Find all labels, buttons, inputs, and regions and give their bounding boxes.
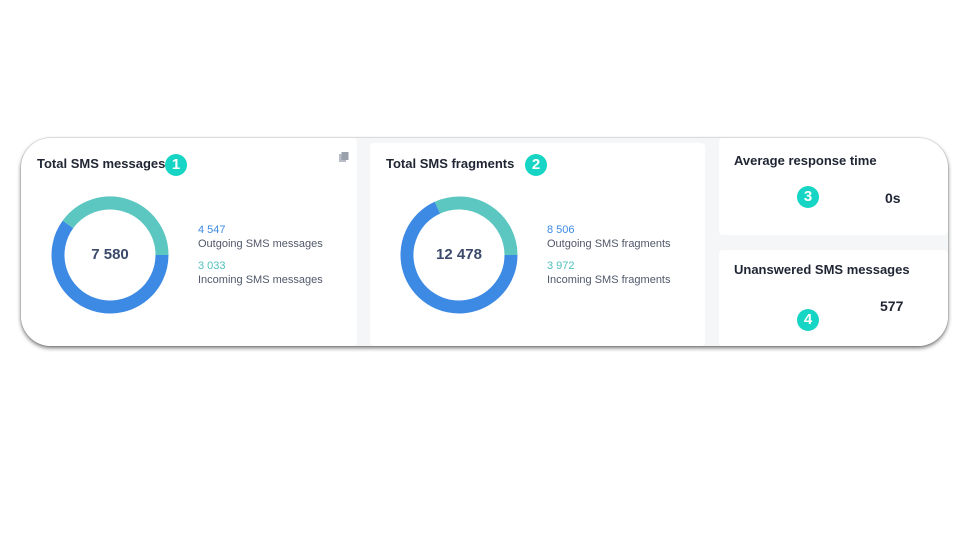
callout-badge-4: 4 — [797, 309, 819, 331]
outgoing-label: Outgoing SMS messages — [198, 238, 323, 250]
donut-total: 7 580 — [91, 246, 129, 263]
card-title: Unanswered SMS messages — [734, 262, 910, 277]
donut-svg — [51, 196, 169, 314]
outgoing-segment — [51, 220, 169, 314]
total-sms-messages-card: Total SMS messages 1 7 580 4 547 Outgoin… — [21, 138, 357, 346]
callout-badge-2: 2 — [525, 154, 547, 176]
card-title: Total SMS messages — [37, 156, 166, 171]
card-title: Average response time — [734, 153, 877, 168]
incoming-label: Incoming SMS fragments — [547, 274, 671, 286]
donut-svg — [400, 196, 518, 314]
incoming-value: 3 033 — [198, 260, 226, 272]
outgoing-value: 4 547 — [198, 224, 226, 236]
donut-total: 12 478 — [436, 246, 482, 263]
legend: 4 547 Outgoing SMS messages 3 033 Incomi… — [198, 223, 348, 295]
messages-donut-chart: 7 580 — [50, 195, 170, 315]
total-sms-fragments-card: Total SMS fragments 2 12 478 8 506 Outgo… — [370, 143, 705, 346]
legend: 8 506 Outgoing SMS fragments 3 972 Incom… — [547, 223, 697, 295]
callout-badge-1: 1 — [165, 154, 187, 176]
incoming-segment — [62, 196, 169, 256]
outgoing-segment — [400, 201, 518, 314]
incoming-label: Incoming SMS messages — [198, 274, 323, 286]
outgoing-value: 8 506 — [547, 224, 575, 236]
sms-stats-panel: Total SMS messages 1 7 580 4 547 Outgoin… — [21, 138, 948, 346]
callout-badge-3: 3 — [797, 186, 819, 208]
card-title: Total SMS fragments — [386, 156, 515, 171]
average-response-value: 0s — [885, 190, 901, 206]
average-response-time-card: Average response time 3 0s — [719, 138, 948, 235]
unanswered-sms-card: Unanswered SMS messages 4 577 — [719, 250, 948, 346]
incoming-segment — [434, 196, 518, 256]
unanswered-value: 577 — [880, 298, 904, 314]
fragments-donut-chart: 12 478 — [399, 195, 519, 315]
outgoing-label: Outgoing SMS fragments — [547, 238, 671, 250]
copy-icon[interactable] — [338, 150, 350, 162]
incoming-value: 3 972 — [547, 260, 575, 272]
